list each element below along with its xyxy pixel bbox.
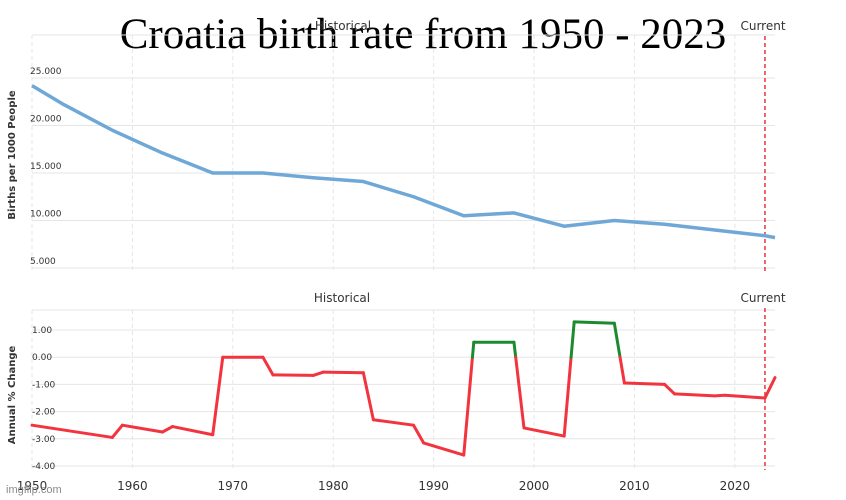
x-tick-label: 1950 xyxy=(17,479,48,493)
bottom-series-segment xyxy=(470,340,476,359)
x-tick-label: 2020 xyxy=(720,479,751,493)
bottom-series-segment xyxy=(663,382,677,396)
bottom-y-ticks: 1.00 0.00 -1.00 -2.00 -3.00 -4.00 xyxy=(32,326,56,472)
bottom-y-axis-label: Annual % Change xyxy=(7,346,18,445)
top-y-tick-label: 20.000 xyxy=(30,115,62,125)
top-y-tick-label: 15.000 xyxy=(30,162,62,172)
bottom-series-segment xyxy=(514,355,526,430)
bottom-historical-label: Historical xyxy=(314,291,370,305)
bottom-grid xyxy=(31,309,775,470)
top-y-ticks: 25.000 20.000 15.000 10.000 5.000 xyxy=(30,67,62,267)
bottom-series-segment xyxy=(618,355,626,385)
top-historical-label: Historical xyxy=(315,19,371,33)
x-tick-label: 2010 xyxy=(619,479,650,493)
bottom-series-segment xyxy=(522,426,566,438)
bottom-series-segment xyxy=(412,423,426,445)
imgflip-watermark: imgflip.com xyxy=(6,484,62,496)
bottom-series-segment xyxy=(713,393,727,398)
bottom-y-tick-label: -4.00 xyxy=(32,462,56,472)
bottom-y-tick-label: -2.00 xyxy=(32,408,56,418)
x-tick-label: 1980 xyxy=(318,479,349,493)
top-y-tick-label: 5.000 xyxy=(30,257,56,267)
top-y-axis-label: Births per 1000 People xyxy=(7,90,18,220)
bottom-series-segment xyxy=(361,371,375,422)
x-tick-label: 1990 xyxy=(418,479,449,493)
bottom-series-segment xyxy=(161,425,175,434)
bottom-series-segment xyxy=(673,392,717,398)
x-tick-label: 1970 xyxy=(218,479,249,493)
bottom-series-segment xyxy=(311,370,325,377)
bottom-chart: 1.00 0.00 -1.00 -2.00 -3.00 -4.00 1950 1960 197… xyxy=(7,291,786,493)
bottom-y-tick-label: 1.00 xyxy=(32,326,52,336)
bottom-series-segment xyxy=(422,441,466,457)
bottom-x-ticks: 1950 1960 1970 1980 1990 2000 2010 2020 xyxy=(17,479,750,493)
bottom-series-segment xyxy=(723,393,767,400)
top-series-line xyxy=(31,84,776,240)
top-current-label: Current xyxy=(740,19,785,33)
bottom-series-segment xyxy=(512,340,518,359)
top-chart: 25.000 20.000 15.000 10.000 5.000 Births per… xyxy=(7,19,786,272)
bottom-series-segment xyxy=(569,320,576,359)
bottom-current-label: Current xyxy=(740,291,785,305)
bottom-series-segment xyxy=(371,418,416,427)
bottom-series-segment xyxy=(110,423,124,439)
bottom-series-segment xyxy=(30,423,114,439)
bottom-series-segment xyxy=(261,355,275,377)
top-grid xyxy=(31,34,775,272)
bottom-series-segment xyxy=(211,355,225,437)
bottom-series-segment xyxy=(171,425,215,437)
bottom-series-segment xyxy=(120,423,165,434)
bottom-series-segment xyxy=(562,355,573,438)
bottom-y-tick-label: -1.00 xyxy=(32,380,56,390)
bottom-series-segment xyxy=(572,320,616,325)
bottom-series-segments xyxy=(30,320,777,457)
x-tick-label: 1960 xyxy=(117,479,148,493)
top-y-tick-label: 25.000 xyxy=(30,67,62,77)
bottom-series-segment xyxy=(622,381,667,386)
bottom-y-tick-label: -3.00 xyxy=(32,435,56,445)
x-tick-label: 2000 xyxy=(519,479,550,493)
bottom-series-segment xyxy=(321,370,365,375)
bottom-series-segment xyxy=(271,373,315,377)
top-y-tick-label: 10.000 xyxy=(30,210,62,220)
bottom-series-segment xyxy=(612,321,622,359)
bottom-y-tick-label: 0.00 xyxy=(32,353,52,363)
bottom-series-segment xyxy=(462,355,474,457)
bottom-series-segment xyxy=(763,376,777,400)
